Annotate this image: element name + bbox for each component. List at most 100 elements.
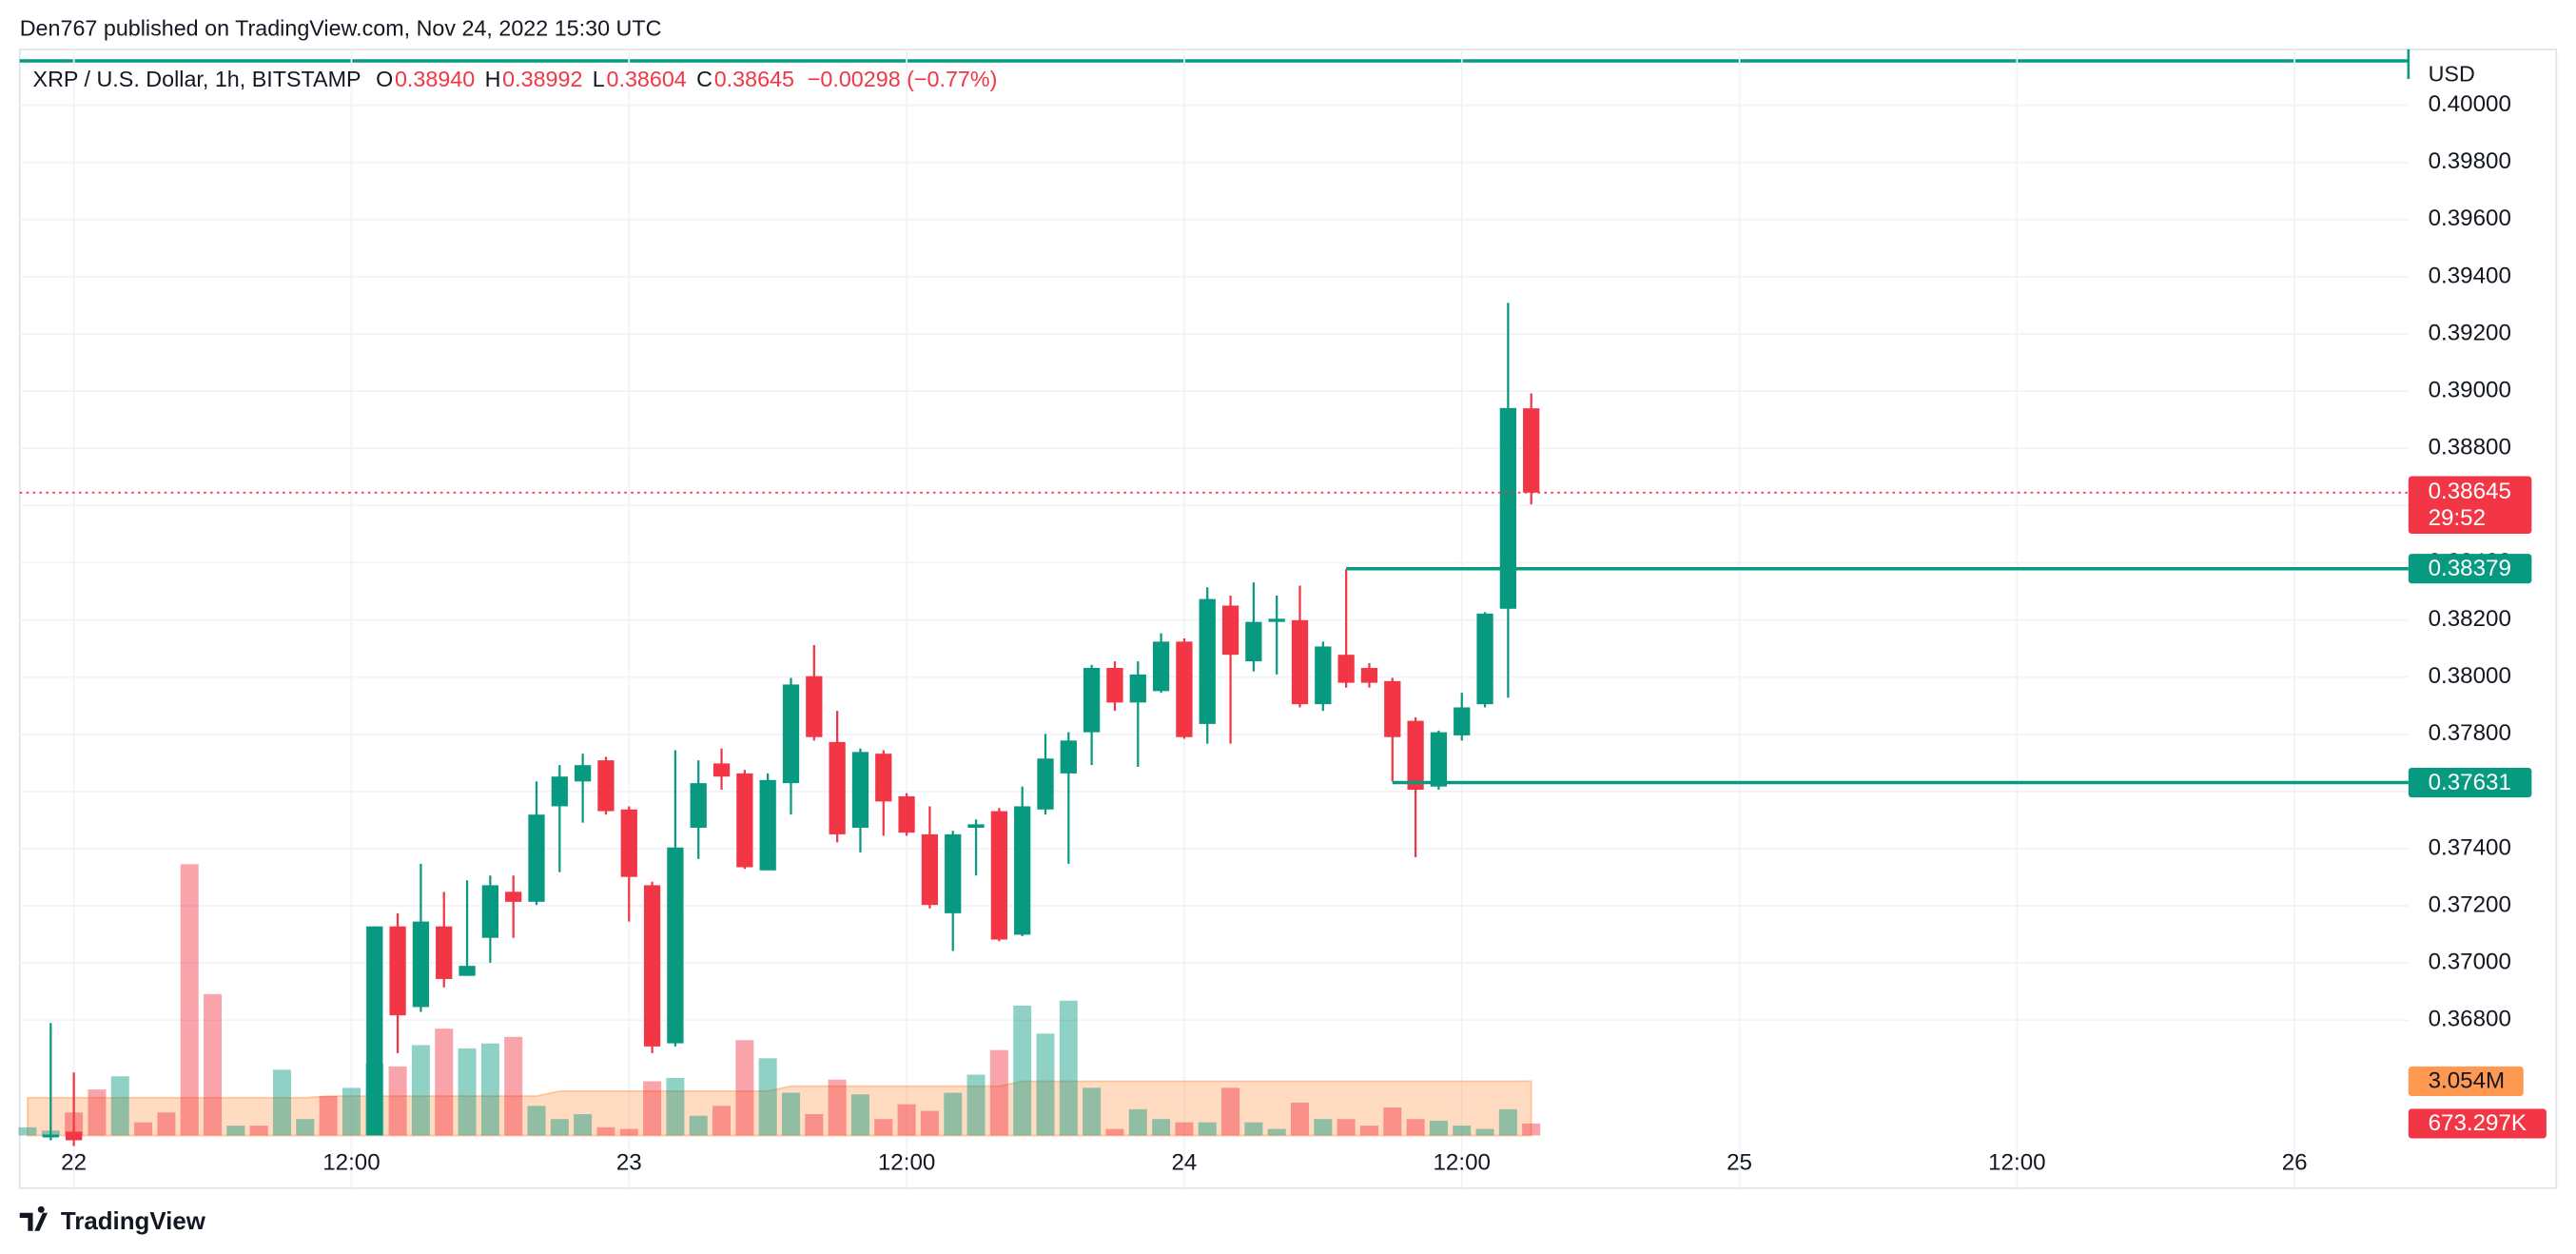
x-tick-label: 26 [2282,1149,2308,1175]
volume-bar [1383,1107,1402,1136]
candle-body [597,760,615,812]
volume-bar [1522,1123,1541,1136]
candle-body [851,752,869,829]
volume-bar [249,1126,268,1136]
legend-key: H [485,67,501,91]
volume-bar [1083,1087,1102,1136]
x-tick-label: 25 [1727,1149,1752,1175]
volume-bar [1244,1122,1263,1136]
volume-bar [1267,1128,1286,1136]
price-line-tag [2408,767,2532,798]
volume-bar [411,1045,430,1136]
volume-bar [1128,1108,1147,1136]
candle-body [759,779,776,871]
volume-bar [619,1128,638,1136]
legend-value: 0.38992 [502,67,582,91]
pane-border [18,49,2558,1189]
candle-body [782,684,800,784]
volume-bar [1036,1033,1055,1136]
candle-body [967,824,985,829]
y-tick-label: 0.39800 [2429,148,2511,174]
y-tick-label: 0.39600 [2429,206,2511,231]
candle-body [1060,740,1077,774]
legend-symbol: XRP / U.S. Dollar, 1h, BITSTAMP [33,67,361,91]
volume-bar [1475,1128,1494,1136]
volume-bar [180,864,199,1136]
volume-bar [574,1114,593,1136]
candle-body [551,776,568,807]
currency: USD [2429,62,2475,87]
publish-header: Den767 published on TradingView.com, Nov… [20,15,662,40]
x-tick-label: 23 [616,1149,642,1175]
y-tick-label: 0.38000 [2429,663,2511,689]
legend-key: O [376,67,393,91]
volume-bar [1013,1005,1032,1136]
candle-body [1014,806,1031,935]
volume-bar [643,1081,662,1136]
x-tick-label: 24 [1171,1149,1197,1175]
candle-body [1245,621,1262,662]
volume-bar [504,1036,523,1136]
countdown-label: 29:52 [2429,505,2486,531]
volume-bar [782,1092,800,1136]
y-tick-label: 0.37400 [2429,834,2511,860]
volume-bar [920,1110,939,1136]
candle-body [1384,680,1401,737]
candle-body [1430,732,1448,787]
plot [18,49,2409,1188]
volume-tag-label: 673.297K [2429,1110,2527,1136]
legend: XRP / U.S. Dollar, 1h, BITSTAMP O 0.38940 H… [33,67,998,91]
last-price-tag [2408,476,2532,535]
y-tick-label: 0.38200 [2429,606,2511,632]
y-tick-label: 0.36800 [2429,1007,2511,1032]
volume-bar [157,1112,176,1136]
volume-bar [897,1104,916,1136]
volume-bar [689,1115,708,1136]
candle-body [945,833,962,913]
x-tick-label: 12:00 [878,1149,935,1175]
legend-key: C [696,67,712,91]
candle-body [1083,668,1101,733]
volume-tag [2408,1108,2547,1139]
candle-body [1106,668,1123,703]
volume-bar [735,1040,754,1136]
y-tick-label: 0.39200 [2429,320,2511,345]
volume-bar [712,1106,732,1136]
legend-value: 0.38604 [607,67,687,91]
price-line-tag [2408,554,2532,584]
candle-body [736,773,753,868]
volume-bar [272,1069,291,1136]
price-line-tag-label: 0.38379 [2429,556,2511,581]
volume-bar [666,1077,685,1136]
candle-body [898,795,915,833]
volume-bar [989,1049,1008,1136]
volume-bar [828,1079,847,1136]
last-price-tag-label: 0.38645 [2429,479,2511,504]
volume-bar [550,1119,569,1136]
volume-bar [1453,1126,1472,1136]
candle-body [875,754,892,802]
volume-bar [596,1127,615,1136]
candle-body [1499,407,1517,609]
candle-body [574,765,592,782]
volume-bar [1498,1108,1517,1136]
candle-body [1523,408,1540,493]
candle-body [412,921,430,1008]
candle-body [667,847,684,1044]
volume-bar [527,1106,546,1136]
y-tick-label: 0.37200 [2429,892,2511,917]
y-tick-label: 0.37000 [2429,950,2511,975]
candle-body [1337,655,1355,683]
candle-body [1152,641,1170,692]
volume-bar [296,1119,315,1136]
volume-bar [1221,1087,1240,1136]
volume-bar [944,1092,963,1136]
y-tick-label: 0.39400 [2429,263,2511,288]
legend-value: 0.38940 [395,67,475,91]
volume-ma-area [27,1080,1532,1137]
volume-bar [1175,1122,1194,1136]
volume-bar [1059,1000,1078,1136]
volume-bar [1406,1119,1425,1136]
volume-bar [134,1122,153,1136]
